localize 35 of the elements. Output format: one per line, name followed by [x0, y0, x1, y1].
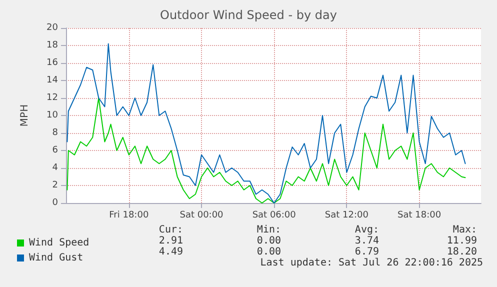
text: Cur: — [158, 224, 184, 236]
text: 2.91 — [158, 236, 184, 246]
text: 0.00 — [256, 236, 282, 246]
y-tick-label: 2 — [52, 180, 58, 190]
chart-title: Outdoor Wind Speed - by day — [160, 8, 337, 22]
y-axis-title: MPH — [20, 104, 30, 127]
legend-label: Wind Gust — [29, 252, 84, 264]
y-tick-label: 14 — [46, 76, 58, 86]
y-tick-label: 8 — [52, 128, 58, 138]
text: 0.00 — [256, 246, 282, 258]
text: 4.49 — [158, 246, 184, 258]
text: 3.74 — [354, 236, 380, 246]
y-tick-label: 0 — [52, 198, 58, 208]
text: Last update: Sat Jul 26 22:00:16 2025 — [260, 258, 484, 268]
x-tick-label: Sat 12:00 — [324, 210, 369, 220]
text: 18.20 — [446, 246, 478, 258]
y-tick-label: 12 — [46, 93, 58, 103]
text: Max: — [452, 224, 478, 236]
y-tick-label: 18 — [46, 40, 58, 50]
x-tick-label: Fri 18:00 — [109, 210, 149, 220]
y-tick-label: 6 — [52, 146, 58, 156]
line-series — [66, 98, 466, 204]
y-tick-label: 10 — [46, 110, 58, 120]
text: Avg: — [354, 224, 380, 236]
legend-label: Wind Speed — [29, 238, 90, 248]
line-series — [66, 43, 466, 204]
y-tick-label: 20 — [46, 23, 58, 33]
text: 11.99 — [446, 236, 478, 246]
x-tick-label: Sat 18:00 — [398, 210, 442, 220]
x-tick-label: Sat 06:00 — [252, 210, 296, 220]
text: 6.79 — [354, 246, 380, 258]
y-tick-label: 16 — [46, 58, 58, 68]
x-tick-label: Sat 00:00 — [180, 210, 224, 220]
text: Min: — [256, 224, 282, 236]
y-tick-label: 4 — [52, 163, 58, 173]
